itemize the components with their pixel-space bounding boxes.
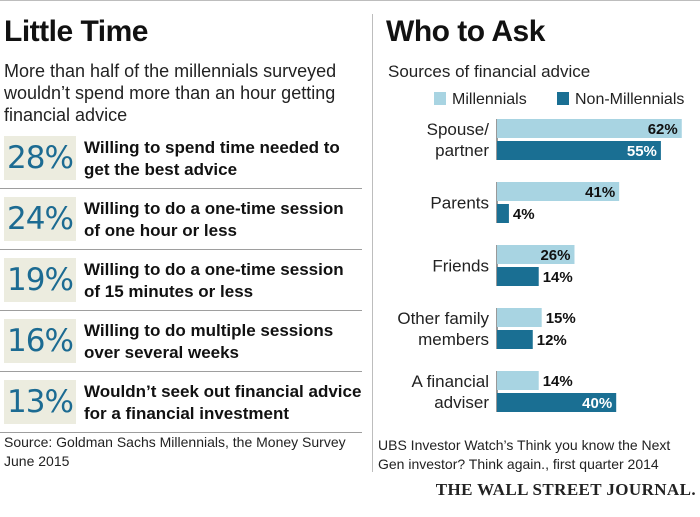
source-note: Source: Goldman Sachs Millennials, the M… [4,434,346,469]
category-label: Friends [432,257,489,276]
bar-value-label: 41% [585,184,615,201]
legend-label: Millennials [452,91,527,108]
panel-subtitle: More than half of the millennials survey… [4,61,337,125]
stat-pct: 28% [7,140,74,176]
stat-row: 28% Willing to spend time needed to get … [0,128,362,189]
category-label: Spouse/partner [427,120,490,160]
stat-divider [0,249,362,250]
stat-divider [0,432,362,433]
stat-pct-box [4,136,76,180]
bar [497,393,617,412]
stat-label: Willing to do a one-time session of one … [84,199,344,240]
bar-value-label: 14% [543,269,573,286]
category-label: A financial adviser [412,372,490,412]
top-rule [0,0,700,1]
bar [497,245,575,264]
panel-divider [372,14,373,472]
stat-row: 13% Wouldn’t seek out financial advice f… [0,372,362,433]
little-time-panel: Little Time More than half of the millen… [0,15,362,469]
bar-value-label: 40% [582,395,612,412]
category-label: Parents [430,194,489,213]
bar-value-label: 12% [537,332,567,349]
chart-source-note: UBS Investor Watch’s Think you know the … [378,437,671,472]
stat-pct-box [4,319,76,363]
stat-label: Willing to do multiple sessions over sev… [84,321,334,362]
advice-sources-bar-chart: Millennials Non-Millennials Spouse/partner… [397,91,684,412]
stat-pct: 19% [7,262,74,298]
bar [497,141,661,160]
chart-title: Who to Ask [386,15,545,48]
bar-value-label: 15% [546,310,576,327]
bar [497,182,620,201]
bar [497,204,509,223]
stat-row: 19% Willing to do a one-time session of … [0,250,362,311]
legend-swatch [557,92,569,105]
stat-divider [0,371,362,372]
bar [497,371,539,390]
panel-title: Little Time [4,15,148,48]
stat-pct-box [4,197,76,241]
stat-label: Willing to spend time needed to get the … [84,138,340,179]
stat-label: Wouldn’t seek out financial advice for a… [84,382,362,423]
stat-pct-box [4,258,76,302]
stat-pct: 13% [7,384,74,420]
bar [497,308,542,327]
bar-value-label: 62% [648,121,678,138]
stat-row: 16% Willing to do multiple sessions over… [0,311,362,372]
bar-value-label: 14% [543,373,573,390]
wsj-logo: THE WALL STREET JOURNAL. [435,480,696,499]
stat-row: 24% Willing to do a one-time session of … [0,189,362,250]
bar [497,119,682,138]
stat-pct: 24% [7,201,74,237]
category-label: Other family members [397,309,489,349]
legend-label: Non-Millennials [575,91,684,108]
stat-divider [0,310,362,311]
chart-subtitle: Sources of financial advice [388,62,591,81]
bar [497,330,533,349]
legend-swatch [434,92,446,105]
bar-value-label: 55% [627,143,657,160]
stat-label: Willing to do a one-time session of 15 m… [84,260,344,301]
bar [497,267,539,286]
stat-pct: 16% [7,323,74,359]
stat-divider [0,188,362,189]
bar-value-label: 26% [540,247,570,264]
bar-value-label: 4% [513,206,535,223]
stat-pct-box [4,380,76,424]
